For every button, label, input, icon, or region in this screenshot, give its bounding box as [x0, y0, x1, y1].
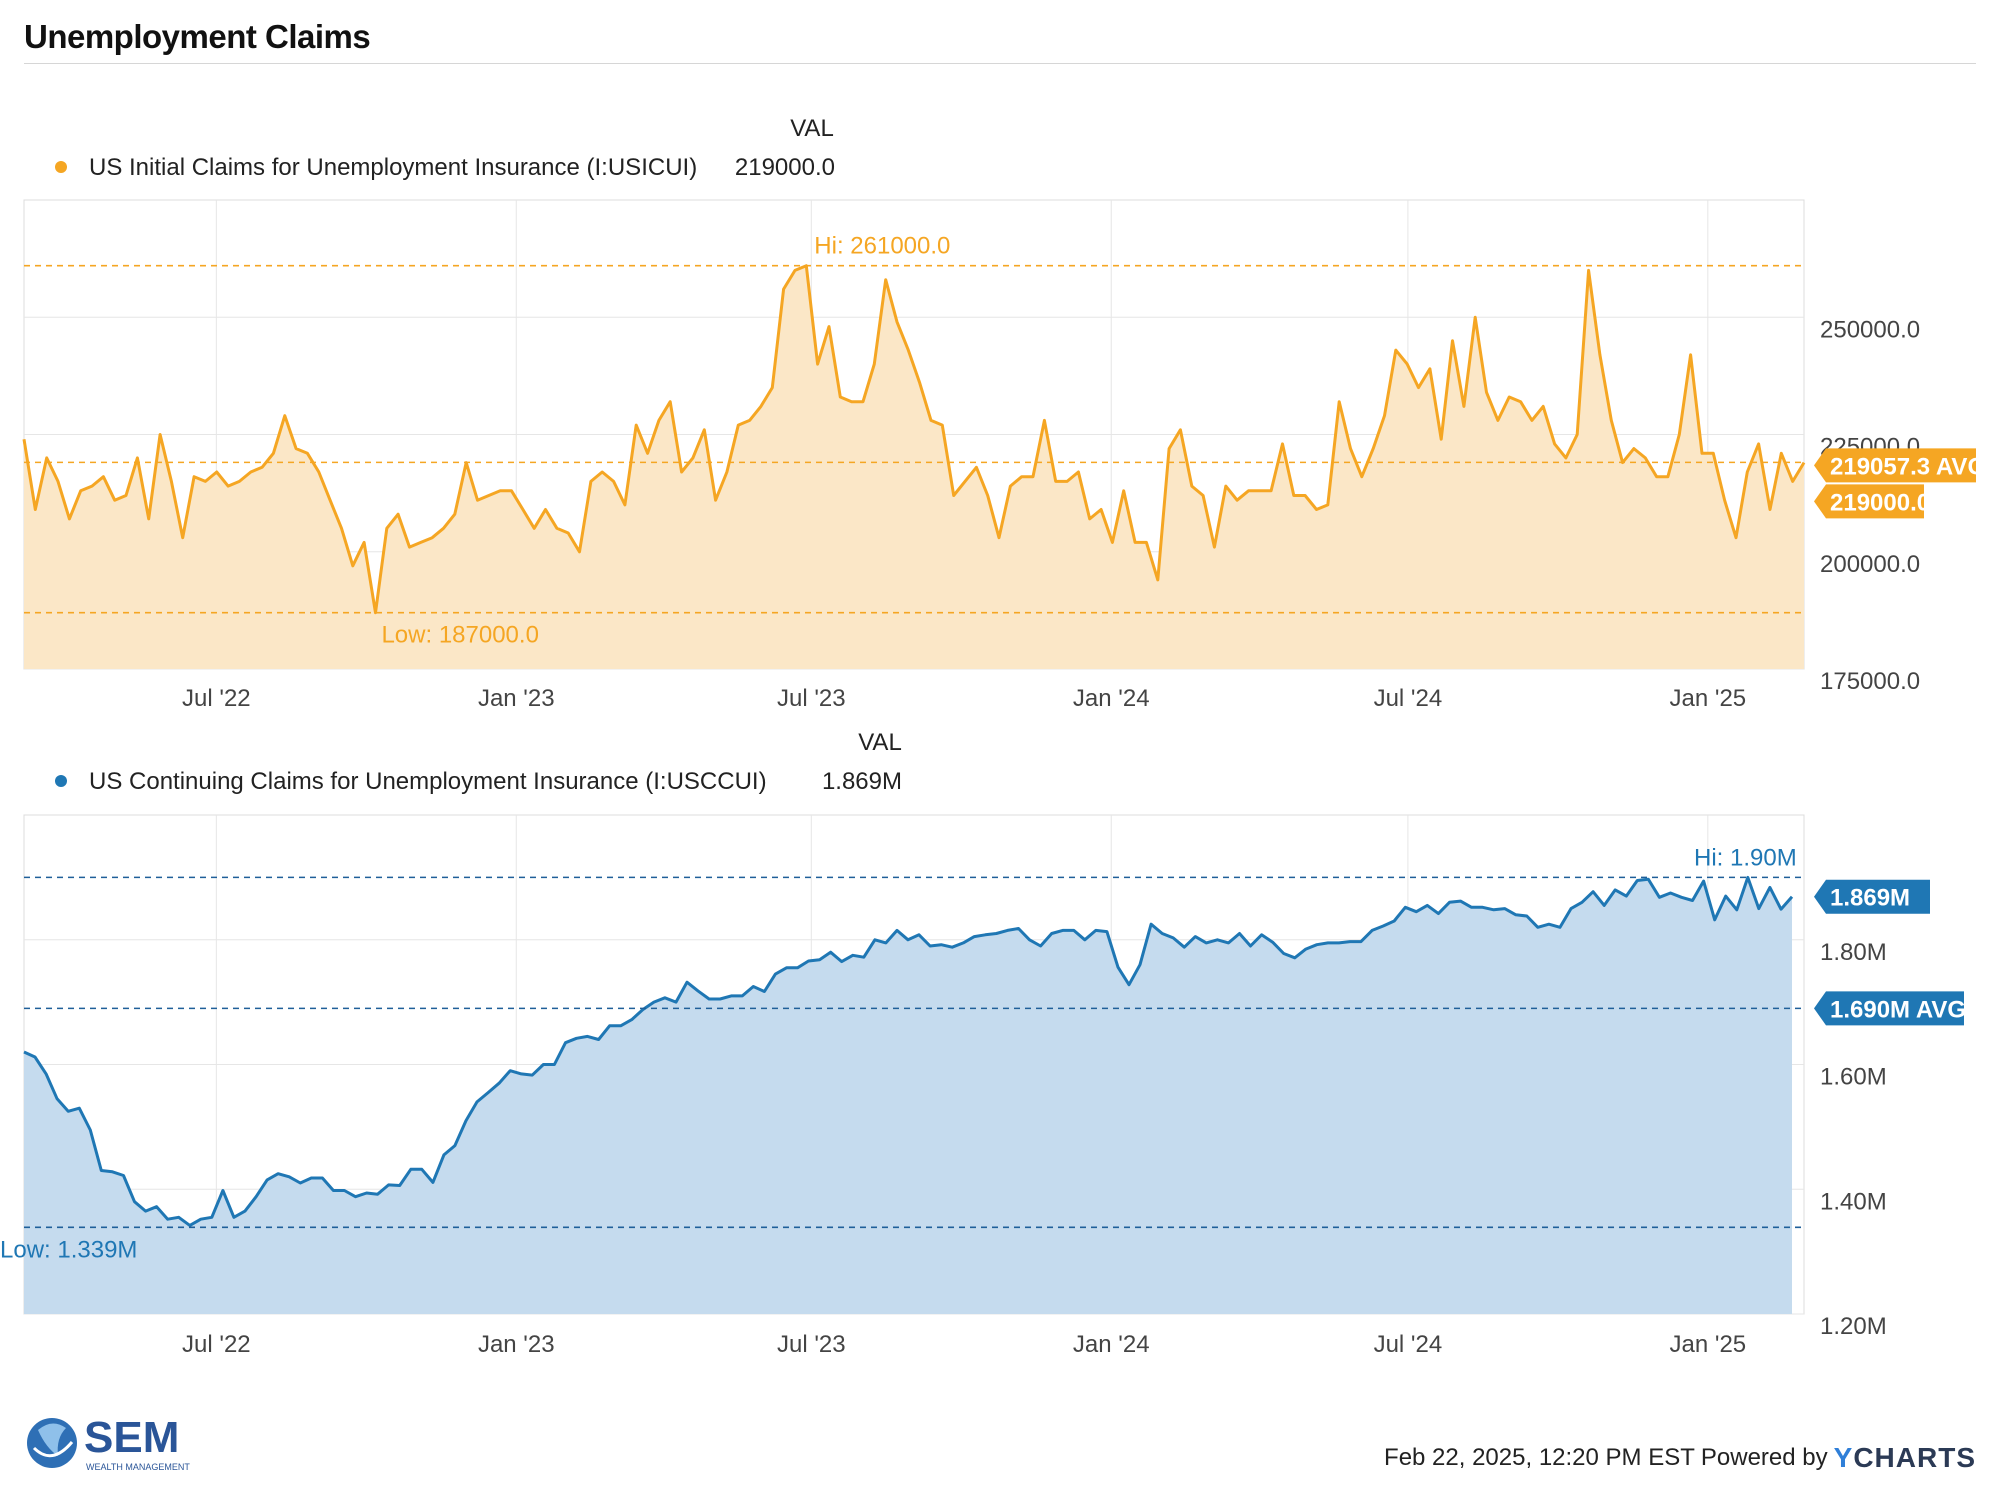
initial-claims-hi-label: Hi: 261000.0 — [814, 233, 950, 260]
continuing-claims-legend-dot — [55, 775, 67, 787]
x-tick-label: Jan '25 — [1670, 685, 1747, 712]
initial-claims-low-label: Low: 187000.0 — [381, 622, 538, 649]
x-tick-label: Jul '23 — [777, 1331, 846, 1358]
sem-logo: SEM WEALTH MANAGEMENT — [27, 1413, 190, 1472]
initial-claims-avg-value: 219057.3 AVG — [1830, 453, 1986, 480]
continuing-claims-last-value: 1.869M — [1830, 885, 1910, 912]
continuing-claims-low-label: Low: 1.339M — [0, 1236, 137, 1263]
y-tick-label: 1.40M — [1820, 1188, 1887, 1215]
footer-timestamp: Feb 22, 2025, 12:20 PM EST — [1384, 1444, 1695, 1471]
continuing-claims-legend-header: VAL — [858, 729, 902, 756]
x-tick-label: Jan '24 — [1073, 1331, 1150, 1358]
y-tick-label: 200000.0 — [1820, 551, 1920, 578]
sem-logo-figure-icon — [38, 1423, 66, 1456]
initial-claims-legend-dot — [55, 161, 67, 173]
y-tick-label: 1.60M — [1820, 1064, 1887, 1091]
sem-logo-swoosh-icon — [32, 1441, 74, 1458]
footer: Feb 22, 2025, 12:20 PM EST Powered by YC… — [1384, 1442, 1976, 1474]
initial-claims-legend-value: 219000.0 — [735, 154, 835, 181]
title-divider — [24, 63, 1976, 64]
x-tick-label: Jan '23 — [478, 1331, 555, 1358]
sem-logo-text: SEM — [84, 1413, 179, 1462]
x-tick-label: Jan '23 — [478, 685, 555, 712]
page-title: Unemployment Claims — [24, 18, 371, 55]
sem-logo-subtext: WEALTH MANAGEMENT — [86, 1462, 190, 1472]
initial-claims-area — [24, 265, 1804, 669]
initial-claims-avg-tag: 219057.3 AVG — [1814, 448, 1986, 483]
continuing-claims-avg-value: 1.690M AVG — [1830, 996, 1966, 1023]
x-tick-label: Jan '25 — [1670, 1331, 1747, 1358]
continuing-claims-avg-tag: 1.690M AVG — [1814, 991, 1966, 1026]
continuing-claims-chart: VAL US Continuing Claims for Unemploymen… — [0, 729, 1966, 1358]
initial-claims-legend-title: US Initial Claims for Unemployment Insur… — [89, 154, 697, 181]
continuing-claims-hi-label: Hi: 1.90M — [1694, 844, 1797, 871]
continuing-claims-legend-value: 1.869M — [822, 768, 902, 795]
ycharts-brand-prefix: Y — [1833, 1442, 1854, 1473]
initial-claims-last-value: 219000.0 — [1830, 489, 1930, 516]
y-tick-label: 250000.0 — [1820, 316, 1920, 343]
y-tick-label: 175000.0 — [1820, 668, 1920, 695]
ycharts-brand-name: CHARTS — [1853, 1442, 1976, 1473]
continuing-claims-legend-title: US Continuing Claims for Unemployment In… — [89, 768, 767, 795]
initial-claims-line — [22, 264, 1806, 615]
x-tick-label: Jul '22 — [182, 685, 251, 712]
y-tick-label: 1.80M — [1820, 939, 1887, 966]
ycharts-brand[interactable]: YCHARTS — [1834, 1442, 1976, 1474]
x-tick-label: Jul '24 — [1374, 1331, 1443, 1358]
x-tick-label: Jul '23 — [777, 685, 846, 712]
x-tick-label: Jul '22 — [182, 1331, 251, 1358]
continuing-claims-area — [24, 877, 1792, 1314]
continuing-claims-last-tag: 1.869M — [1814, 879, 1930, 914]
continuing-claims-line — [23, 875, 1794, 1227]
initial-claims-chart: VAL US Initial Claims for Unemployment I… — [22, 115, 1986, 712]
footer-powered-by: Powered by — [1700, 1444, 1828, 1471]
x-tick-label: Jul '24 — [1374, 685, 1443, 712]
initial-claims-legend-header: VAL — [790, 115, 834, 142]
initial-claims-last-tag: 219000.0 — [1814, 484, 1930, 519]
y-tick-label: 1.20M — [1820, 1313, 1887, 1340]
x-tick-label: Jan '24 — [1073, 685, 1150, 712]
